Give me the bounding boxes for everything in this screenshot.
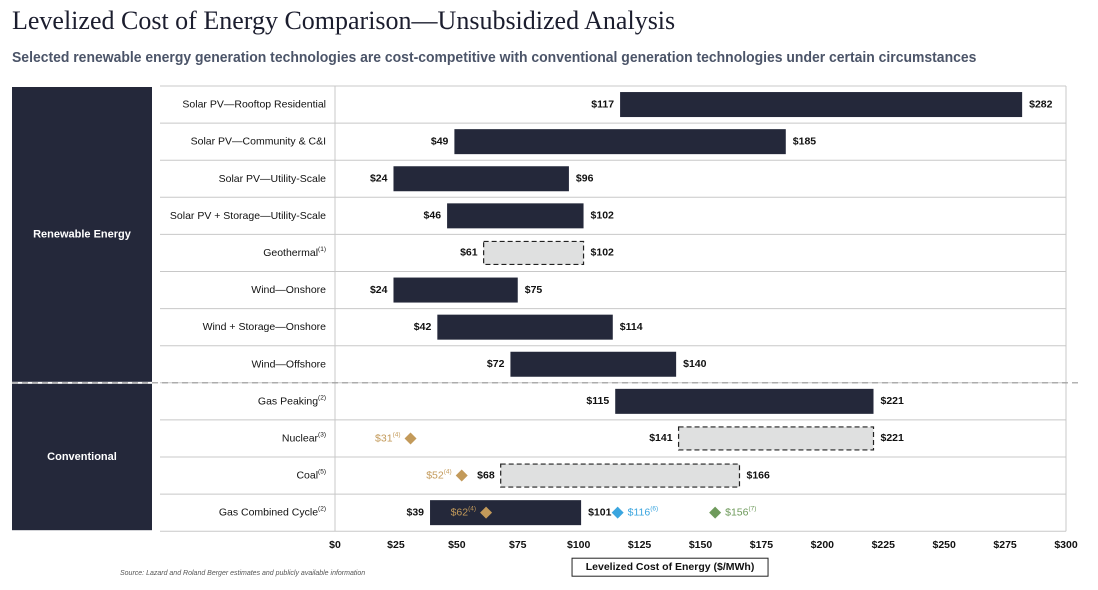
low-value-label: $24 [370, 284, 388, 296]
category-label: Solar PV—Rooftop Residential [182, 98, 326, 110]
marker-diamond [404, 432, 417, 445]
category-label: Solar PV + Storage—Utility-Scale [170, 210, 326, 222]
x-tick-label: $175 [750, 539, 774, 551]
x-axis-title-box [571, 557, 769, 577]
category-label: Geothermal(1) [263, 246, 326, 259]
category-label: Solar PV—Community & C&I [191, 135, 326, 147]
range-bar [393, 166, 569, 192]
low-value-label: $72 [487, 358, 505, 370]
x-tick-label: $100 [567, 539, 591, 551]
marker-diamond [709, 506, 722, 519]
x-tick-label: $275 [993, 539, 1017, 551]
category-label: Nuclear(3) [282, 431, 326, 444]
low-value-label: $117 [591, 98, 614, 110]
low-value-label: $61 [460, 247, 478, 259]
x-tick-label: $200 [811, 539, 835, 551]
category-label: Coal(5) [296, 468, 326, 481]
marker-label: $52(4) [426, 468, 451, 481]
high-value-label: $221 [881, 395, 905, 407]
x-tick-label: $125 [628, 539, 652, 551]
category-label: Wind—Onshore [251, 284, 326, 296]
high-value-label: $96 [576, 173, 594, 185]
high-value-label: $114 [620, 321, 643, 333]
marker-label: $62(4) [451, 505, 476, 518]
x-tick-label: $50 [448, 539, 466, 551]
x-tick-label: $150 [689, 539, 713, 551]
range-bar [483, 240, 585, 266]
range-bar [615, 388, 874, 414]
source-note: Source: Lazard and Roland Berger estimat… [120, 570, 366, 577]
high-value-label: $185 [793, 135, 817, 147]
high-value-label: $102 [591, 247, 615, 259]
category-label: Gas Peaking(2) [258, 394, 326, 407]
category-label: Wind—Offshore [252, 358, 327, 370]
group-label: Renewable Energy [33, 228, 132, 240]
category-label: Solar PV—Utility-Scale [219, 173, 327, 185]
range-bar [677, 426, 875, 451]
x-tick-label: $225 [872, 539, 896, 551]
low-value-label: $68 [477, 469, 495, 481]
high-value-label: $75 [525, 284, 543, 296]
low-value-label: $46 [424, 210, 442, 222]
high-value-label: $101 [588, 506, 612, 518]
group-panel-conventional [12, 383, 152, 531]
x-tick-label: $250 [932, 539, 956, 551]
range-bar [393, 277, 518, 303]
marker-label: $31(4) [375, 431, 400, 444]
x-axis-title: Levelized Cost of Energy ($/MWh) [586, 561, 755, 573]
marker-diamond [480, 506, 493, 519]
high-value-label: $140 [683, 358, 707, 370]
low-value-label: $115 [586, 395, 609, 407]
category-label: Wind + Storage—Onshore [203, 321, 327, 333]
high-value-label: $221 [881, 432, 905, 444]
x-tick-label: $0 [329, 539, 341, 551]
marker-label: $156(7) [725, 505, 756, 518]
marker-diamond [611, 506, 624, 519]
high-value-label: $282 [1029, 98, 1053, 110]
range-bar [447, 203, 584, 229]
low-value-label: $49 [431, 135, 449, 147]
category-label: Gas Combined Cycle(2) [219, 505, 326, 518]
high-value-label: $166 [746, 469, 770, 481]
range-bar [500, 463, 741, 488]
low-value-label: $39 [406, 506, 424, 518]
page-subtitle: Selected renewable energy generation tec… [12, 49, 977, 66]
x-tick-label: $300 [1054, 539, 1078, 551]
range-bar [510, 351, 677, 377]
low-value-label: $42 [414, 321, 432, 333]
high-value-label: $102 [591, 210, 615, 222]
low-value-label: $141 [649, 432, 673, 444]
range-bar [430, 500, 582, 526]
marker-diamond [455, 469, 468, 482]
marker-label: $116(6) [628, 505, 659, 518]
group-label: Conventional [47, 451, 117, 463]
group-panel-renewable-energy [12, 87, 152, 382]
page-title: Levelized Cost of Energy Comparison—Unsu… [12, 6, 676, 35]
range-bar [620, 92, 1023, 118]
low-value-label: $24 [370, 173, 388, 185]
range-bar [437, 314, 613, 340]
range-bar [454, 129, 786, 155]
x-tick-label: $75 [509, 539, 527, 551]
x-tick-label: $25 [387, 539, 405, 551]
